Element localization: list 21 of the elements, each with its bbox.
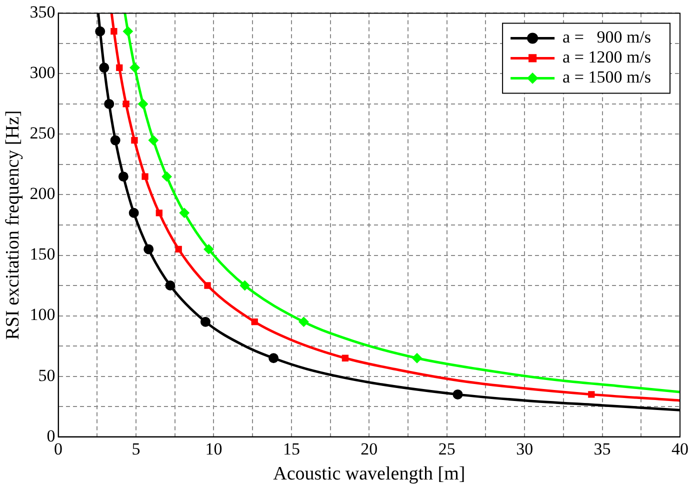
x-tick-label: 30 [516, 439, 534, 458]
y-axis-title: RSI excitation frequency [Hz] [2, 110, 24, 340]
y-tick-label: 200 [30, 184, 56, 204]
y-tick-label: 250 [30, 124, 56, 143]
y-tick-label: 100 [30, 305, 56, 324]
legend-label: a = 900 m/s [562, 28, 652, 47]
x-axis-title: Acoustic wavelength [m] [273, 464, 466, 485]
x-tick-label: 15 [282, 439, 300, 458]
y-tick-label: 50 [38, 366, 56, 385]
x-tick-label: 35 [594, 439, 611, 458]
x-tick-label: 20 [360, 439, 378, 458]
legend-label: a = 1200 m/s [562, 48, 652, 67]
y-tick-label: 300 [30, 63, 56, 82]
x-tick-label: 25 [438, 439, 456, 458]
legend-label: a = 1500 m/s [562, 68, 652, 87]
y-tick-label: 350 [30, 2, 56, 22]
y-tick-label: 150 [30, 244, 56, 264]
x-tick-label: 40 [672, 439, 688, 458]
x-tick-label: 5 [132, 439, 140, 458]
y-tick-label: 0 [46, 426, 56, 446]
x-tick-label: 10 [205, 439, 222, 458]
